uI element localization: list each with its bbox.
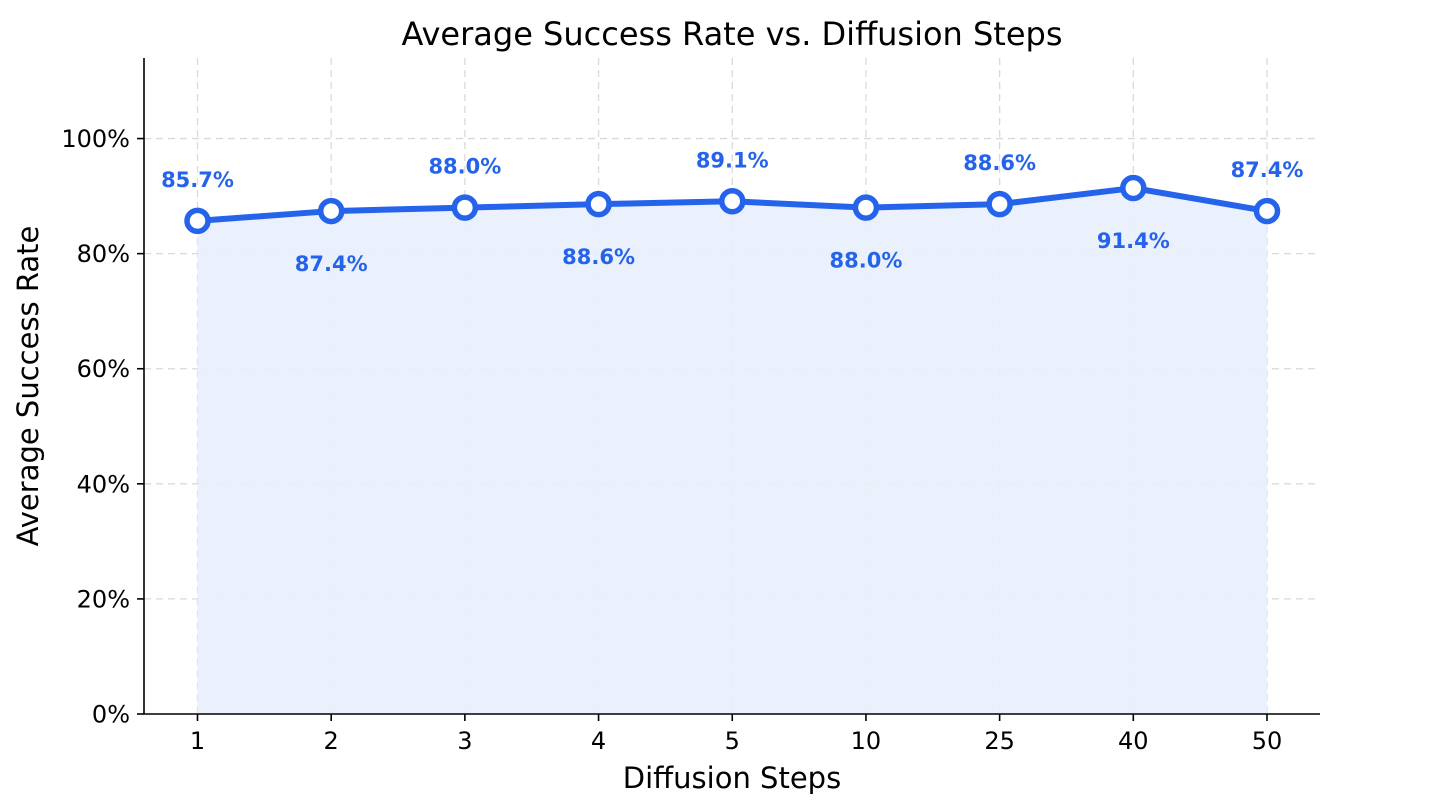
- y-ticks: 0% 20% 40% 60% 80% 100%: [61, 125, 144, 729]
- data-point-marker: [585, 190, 612, 218]
- data-point-marker: [986, 190, 1013, 218]
- data-point-marker: [719, 188, 746, 215]
- y-tick-label: 20%: [77, 585, 130, 613]
- y-tick-label: 40%: [77, 470, 130, 498]
- data-point-marker: [1253, 197, 1281, 225]
- y-axis-label: Average Success Rate: [11, 226, 45, 547]
- data-point-marker: [184, 207, 211, 235]
- x-tick-label: 3: [457, 727, 472, 755]
- data-label: 88.0%: [830, 249, 903, 273]
- x-axis-label: Diffusion Steps: [623, 761, 841, 795]
- data-labels-layer: 85.7% 87.4% 88.0% 88.6% 89.1% 88.0% 88.6% 91.4%…: [161, 148, 1303, 276]
- data-label: 91.4%: [1097, 229, 1170, 253]
- data-label: 87.4%: [295, 252, 368, 276]
- data-label: 87.4%: [1231, 158, 1304, 182]
- data-label: 89.1%: [696, 148, 769, 172]
- x-tick-label: 4: [591, 727, 606, 755]
- series-area-fill: [197, 188, 1267, 714]
- data-point-marker: [1120, 174, 1147, 202]
- chart-title: Average Success Rate vs. Diffusion Steps: [401, 15, 1062, 53]
- data-point-marker: [451, 194, 479, 221]
- y-tick-label: 0%: [92, 701, 130, 729]
- x-tick-label: 5: [725, 727, 740, 755]
- x-tick-label: 10: [851, 727, 882, 755]
- data-label: 85.7%: [161, 168, 234, 192]
- y-tick-label: 100%: [61, 125, 130, 153]
- x-tick-label: 50: [1252, 727, 1283, 755]
- x-tick-label: 1: [190, 727, 205, 755]
- x-tick-label: 40: [1118, 727, 1149, 755]
- x-ticks: 1 2 3 4 5 10 25 40 50: [190, 714, 1282, 755]
- x-tick-label: 25: [984, 727, 1015, 755]
- data-label: 88.0%: [428, 155, 501, 179]
- area-fill-layer: [197, 188, 1267, 714]
- data-point-marker: [317, 197, 345, 225]
- data-label: 88.6%: [963, 151, 1036, 175]
- y-tick-label: 60%: [77, 355, 130, 383]
- y-tick-label: 80%: [77, 240, 130, 268]
- data-point-marker: [852, 194, 880, 221]
- markers-layer: [184, 174, 1281, 235]
- data-label: 88.6%: [562, 245, 635, 269]
- x-tick-label: 2: [324, 727, 339, 755]
